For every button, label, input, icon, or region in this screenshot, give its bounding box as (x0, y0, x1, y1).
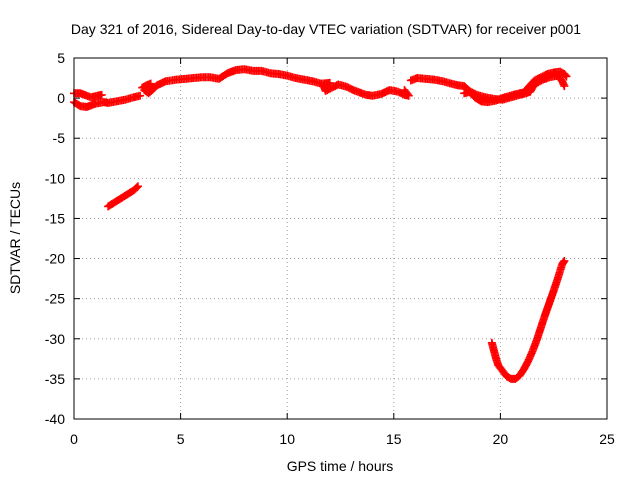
x-tick-label: 20 (493, 431, 509, 447)
y-tick-label: 5 (57, 50, 65, 66)
y-tick-label: -35 (45, 371, 65, 387)
x-tick-label: 10 (279, 431, 295, 447)
y-tick-label: -30 (45, 331, 65, 347)
y-tick-label: -40 (45, 411, 65, 427)
data-point (400, 86, 409, 95)
data-point (561, 71, 570, 80)
y-axis-label: SDTVAR / TECUs (7, 182, 23, 294)
x-tick-label: 0 (70, 431, 78, 447)
x-tick-label: 5 (177, 431, 185, 447)
data-point (401, 87, 410, 96)
data-point (132, 183, 141, 192)
data-point (133, 182, 142, 191)
y-tick-label: -10 (45, 170, 65, 186)
data-point (136, 91, 145, 100)
x-tick-label: 25 (599, 431, 615, 447)
y-tick-label: -15 (45, 210, 65, 226)
data-point (97, 90, 106, 99)
data-point (562, 72, 571, 81)
y-tick-label: -25 (45, 291, 65, 307)
tick-layer: 0 5 10 15 20 25 5 0 -5 -10 -15 -20 -25 -30 -35 -40 (45, 50, 615, 447)
x-tick-label: 15 (386, 431, 402, 447)
y-tick-label: 0 (57, 90, 65, 106)
plot-frame (73, 57, 608, 420)
chart-title: Day 321 of 2016, Sidereal Day-to-day VTE… (71, 21, 581, 37)
data-point (560, 82, 569, 91)
y-tick-label: -5 (53, 130, 66, 146)
y-tick-label: -20 (45, 251, 65, 267)
data-point (560, 256, 569, 265)
x-axis-label: GPS time / hours (287, 458, 394, 474)
data-layer (70, 65, 571, 383)
